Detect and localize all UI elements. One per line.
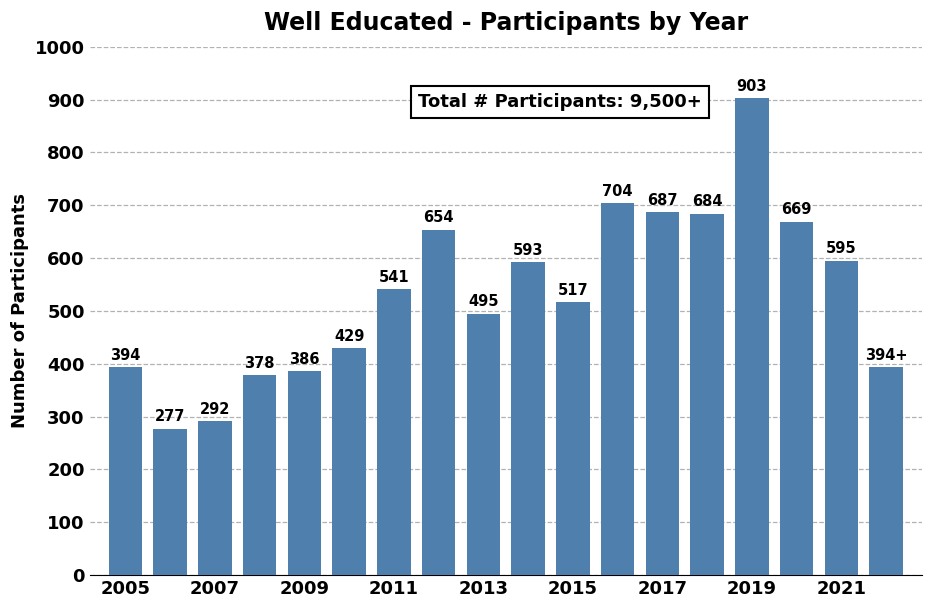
Text: 704: 704 xyxy=(603,184,633,199)
Text: 386: 386 xyxy=(289,352,320,367)
Text: Total # Participants: 9,500+: Total # Participants: 9,500+ xyxy=(418,93,702,111)
Bar xyxy=(735,98,769,575)
Text: 378: 378 xyxy=(244,356,275,371)
Bar xyxy=(198,421,231,575)
Bar xyxy=(108,367,142,575)
Bar xyxy=(690,214,724,575)
Bar xyxy=(511,262,545,575)
Text: 903: 903 xyxy=(736,79,767,94)
Text: 292: 292 xyxy=(200,401,230,417)
Text: 669: 669 xyxy=(782,202,812,217)
Bar xyxy=(601,203,634,575)
Text: 429: 429 xyxy=(334,329,364,344)
Bar xyxy=(825,261,858,575)
Text: 394+: 394+ xyxy=(865,348,907,363)
Bar xyxy=(422,230,455,575)
Text: 517: 517 xyxy=(558,283,588,298)
Text: 593: 593 xyxy=(513,242,543,258)
Text: 277: 277 xyxy=(155,409,186,424)
Bar xyxy=(377,289,411,575)
Bar xyxy=(870,367,903,575)
Bar xyxy=(780,222,814,575)
Bar xyxy=(243,375,276,575)
Text: 394: 394 xyxy=(110,348,141,363)
Title: Well Educated - Participants by Year: Well Educated - Participants by Year xyxy=(264,11,747,35)
Text: 684: 684 xyxy=(692,194,722,209)
Bar xyxy=(646,212,679,575)
Bar xyxy=(332,348,366,575)
Text: 687: 687 xyxy=(648,193,677,208)
Bar xyxy=(153,429,187,575)
Y-axis label: Number of Participants: Number of Participants xyxy=(11,194,29,428)
Bar xyxy=(556,302,590,575)
Text: 595: 595 xyxy=(826,242,856,256)
Text: 541: 541 xyxy=(379,270,410,285)
Text: 495: 495 xyxy=(468,294,498,309)
Bar xyxy=(466,314,500,575)
Bar xyxy=(287,371,321,575)
Text: 654: 654 xyxy=(424,210,453,225)
